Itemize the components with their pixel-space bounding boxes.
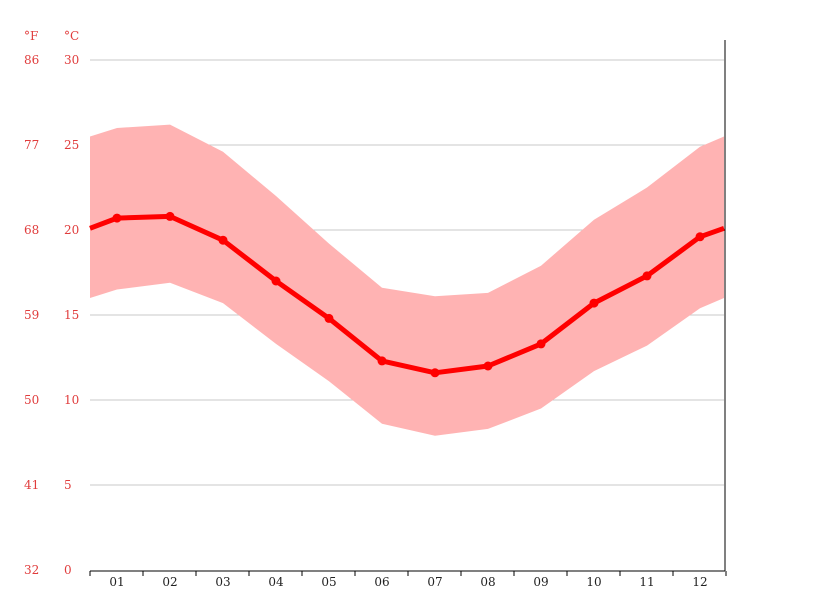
y-tick-c-0: 0 (64, 563, 72, 577)
fahrenheit-unit-label: °F (24, 29, 38, 43)
y-tick-c-15: 15 (64, 308, 79, 322)
x-axis: 01 02 03 04 05 06 07 08 09 10 11 12 (89, 570, 727, 589)
data-point-05 (324, 313, 334, 323)
average-temperature-line (89, 213, 725, 376)
data-point-12 (695, 232, 705, 242)
month-label-07: 07 (427, 575, 442, 589)
y-tick-c-10: 10 (64, 393, 79, 407)
y-tick-f-32: 32 (24, 563, 39, 577)
data-point-02 (165, 211, 175, 221)
y-tick-f-41: 41 (24, 478, 39, 492)
celsius-unit-label: °C (64, 29, 79, 43)
data-point-09 (536, 339, 546, 349)
month-label-04: 04 (268, 575, 284, 589)
data-point-01 (112, 213, 122, 223)
month-label-12: 12 (692, 575, 707, 589)
y-tick-f-77: 77 (24, 138, 39, 152)
y-tick-c-5: 5 (64, 478, 72, 492)
y-tick-f-68: 68 (24, 223, 39, 237)
month-label-08: 08 (480, 575, 495, 589)
data-point-03 (218, 235, 228, 245)
y-tick-f-86: 86 (24, 53, 39, 67)
y-tick-c-30: 30 (64, 53, 79, 67)
data-point-10 (589, 298, 599, 308)
month-label-06: 06 (374, 575, 389, 589)
month-label-11: 11 (639, 575, 654, 589)
data-point-04 (271, 276, 281, 286)
data-point-11 (642, 271, 652, 281)
data-point-08 (483, 361, 493, 371)
month-label-01: 01 (109, 575, 124, 589)
month-label-05: 05 (321, 575, 336, 589)
data-point-07 (430, 368, 440, 378)
temperature-range-band (90, 124, 724, 436)
month-label-09: 09 (533, 575, 548, 589)
month-label-03: 03 (215, 575, 230, 589)
y-tick-f-50: 50 (24, 393, 39, 407)
y-tick-f-59: 59 (24, 308, 39, 322)
month-label-02: 02 (162, 575, 177, 589)
data-point-06 (377, 356, 387, 366)
y-tick-c-25: 25 (64, 138, 79, 152)
data-points (112, 211, 705, 378)
y-axis-labels: 32 0 41 5 50 10 59 15 68 20 77 25 86 30 (24, 53, 79, 577)
y-tick-c-20: 20 (64, 223, 79, 237)
month-label-10: 10 (586, 575, 601, 589)
